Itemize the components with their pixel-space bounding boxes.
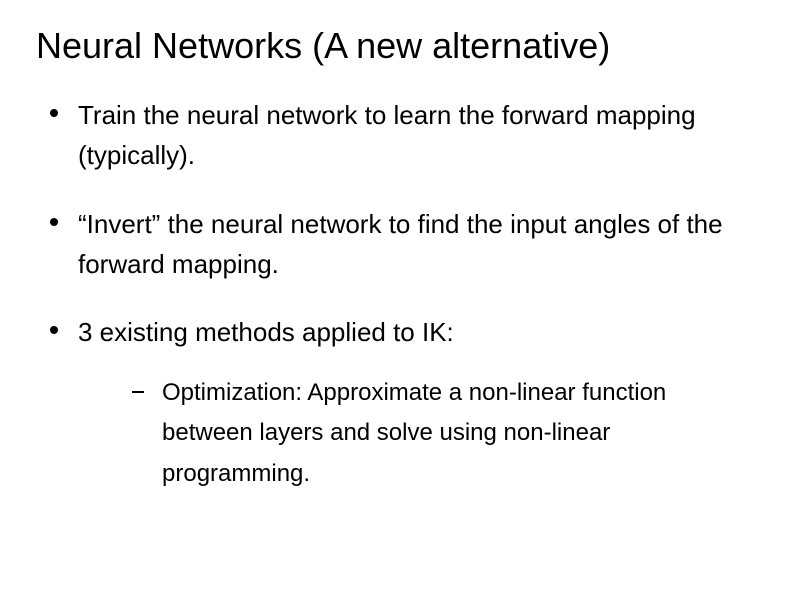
bullet-text: 3 existing methods applied to IK: [78,317,454,347]
sub-bullet-item: Optimization: Approximate a non-linear f… [128,373,758,495]
bullet-item: “Invert” the neural network to find the … [44,204,758,285]
slide-title: Neural Networks (A new alternative) [36,24,758,67]
sub-bullet-list: Optimization: Approximate a non-linear f… [128,373,758,495]
slide: Neural Networks (A new alternative) Trai… [0,0,794,595]
bullet-item: Train the neural network to learn the fo… [44,95,758,176]
bullet-list: Train the neural network to learn the fo… [44,95,758,495]
sub-bullet-text: Optimization: Approximate a non-linear f… [162,379,666,488]
bullet-text: “Invert” the neural network to find the … [78,209,723,279]
bullet-item: 3 existing methods applied to IK: Optimi… [44,312,758,495]
bullet-text: Train the neural network to learn the fo… [78,100,696,170]
